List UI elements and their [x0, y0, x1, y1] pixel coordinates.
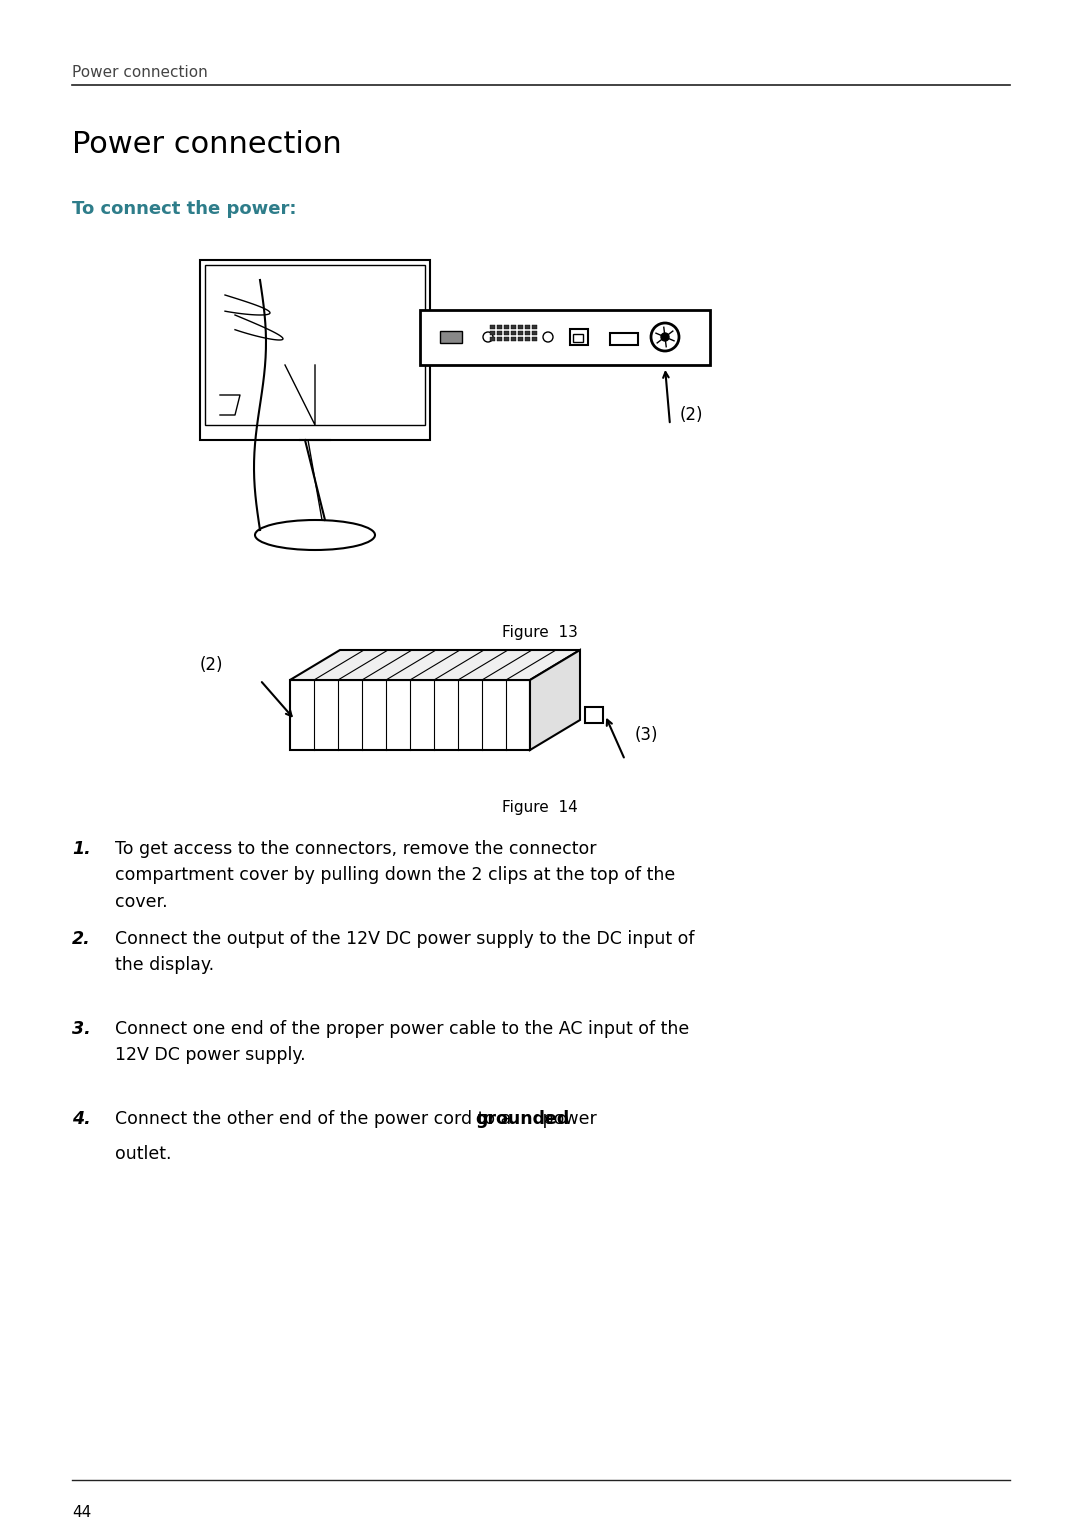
Bar [532, 330, 537, 335]
Bar [511, 330, 516, 335]
Bar [573, 333, 583, 342]
Polygon shape [530, 650, 580, 751]
Text: outlet.: outlet. [114, 1145, 172, 1164]
Bar [504, 330, 509, 335]
Bar [585, 706, 603, 723]
Bar [497, 326, 502, 329]
Bar [518, 326, 523, 329]
Text: 3.: 3. [72, 1020, 91, 1038]
Circle shape [661, 333, 669, 341]
Polygon shape [291, 680, 530, 751]
Bar [490, 326, 495, 329]
Text: To get access to the connectors, remove the connector
compartment cover by pulli: To get access to the connectors, remove … [114, 839, 675, 911]
Bar [525, 336, 530, 341]
Text: 4.: 4. [72, 1110, 91, 1128]
Text: (2): (2) [200, 656, 224, 674]
Bar [570, 329, 588, 346]
Bar [440, 330, 462, 342]
Bar [504, 336, 509, 341]
Bar [504, 326, 509, 329]
Bar [525, 330, 530, 335]
Polygon shape [420, 310, 710, 365]
Bar [532, 326, 537, 329]
Text: 1.: 1. [72, 839, 91, 858]
Bar [610, 333, 638, 346]
Text: Connect the output of the 12V DC power supply to the DC input of
the display.: Connect the output of the 12V DC power s… [114, 930, 694, 974]
Text: Figure  13: Figure 13 [502, 625, 578, 641]
Text: Figure  14: Figure 14 [502, 800, 578, 815]
Text: Connect one end of the proper power cable to the AC input of the
12V DC power su: Connect one end of the proper power cabl… [114, 1020, 689, 1064]
Bar [497, 330, 502, 335]
Bar [490, 330, 495, 335]
Text: 2.: 2. [72, 930, 91, 948]
Bar [511, 336, 516, 341]
Text: power: power [537, 1110, 597, 1128]
Polygon shape [291, 650, 580, 680]
Bar [532, 336, 537, 341]
Text: (2): (2) [680, 407, 703, 424]
Text: grounded: grounded [475, 1110, 569, 1128]
Text: Connect the other end of the power cord to a: Connect the other end of the power cord … [114, 1110, 516, 1128]
Bar [497, 336, 502, 341]
Bar [490, 336, 495, 341]
Text: (3): (3) [635, 726, 659, 745]
Text: 44: 44 [72, 1505, 91, 1520]
Bar [525, 326, 530, 329]
Bar [518, 330, 523, 335]
Bar [511, 326, 516, 329]
Text: To connect the power:: To connect the power: [72, 200, 297, 219]
Text: Power connection: Power connection [72, 66, 207, 80]
Text: Power connection: Power connection [72, 130, 341, 159]
Bar [518, 336, 523, 341]
